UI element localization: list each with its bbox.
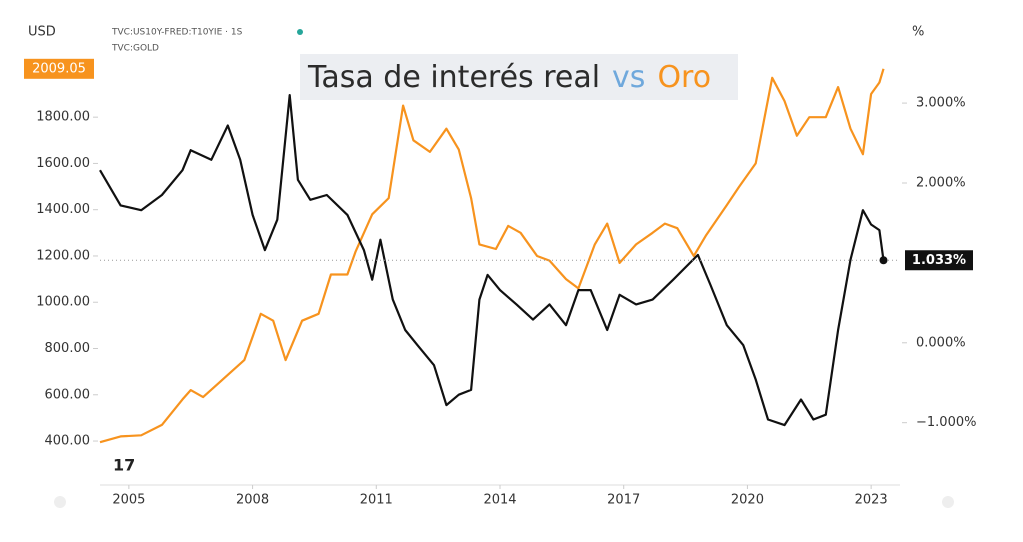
plot-area: 400.00 600.00 800.00 1000.00 1200.00 1400.00 1… xyxy=(24,58,976,508)
title-part: Oro xyxy=(657,60,711,95)
y-tick-label: 600.00 xyxy=(45,387,91,402)
x-tick-label: 2020 xyxy=(731,493,764,508)
x-tick-label: 2017 xyxy=(607,493,640,508)
title-box xyxy=(300,54,738,100)
y-tick-label: 1000.00 xyxy=(36,295,90,310)
y-tick-label: 1400.00 xyxy=(36,202,90,217)
x-tick-label: 2014 xyxy=(483,493,516,508)
price-box xyxy=(24,58,94,79)
series-line xyxy=(99,68,885,444)
y-unit: USD xyxy=(28,25,56,40)
chart-title: Tasa de interés real vs Oro xyxy=(307,60,711,95)
y-tick-label: 1600.00 xyxy=(36,156,90,171)
y2-tick-label: 3.000% xyxy=(916,96,966,111)
title-part: Tasa de interés real xyxy=(307,60,600,95)
y-tick-label: 1200.00 xyxy=(36,248,90,263)
price-box xyxy=(905,250,973,271)
y-tick-label: 1800.00 xyxy=(36,110,90,125)
title-part: vs xyxy=(612,60,645,95)
y2-tick-label: 0.000% xyxy=(916,335,966,350)
y2-tick-label: −1.000% xyxy=(916,415,976,430)
corner-button[interactable] xyxy=(54,496,66,508)
price-label: 2009.05 xyxy=(32,61,86,76)
series-line xyxy=(99,94,885,427)
price-label: 1.033% xyxy=(912,253,966,268)
last-point xyxy=(879,256,888,265)
x-tick-label: 2011 xyxy=(360,493,393,508)
x-tick-label: 2008 xyxy=(236,493,269,508)
corner-button[interactable] xyxy=(942,496,954,508)
x-tick-label: 2005 xyxy=(112,493,145,508)
symbol-label: TVC:GOLD xyxy=(111,44,159,54)
y2-unit: % xyxy=(912,25,924,40)
status-dot xyxy=(297,29,303,35)
logo: 17 xyxy=(113,456,135,475)
y-tick-label: 800.00 xyxy=(45,341,91,356)
x-tick-label: 2023 xyxy=(855,493,888,508)
y-tick-label: 400.00 xyxy=(45,434,91,449)
symbol-label: TVC:US10Y-FRED:T10YIE · 1S xyxy=(111,28,243,38)
y2-tick-label: 2.000% xyxy=(916,175,966,190)
